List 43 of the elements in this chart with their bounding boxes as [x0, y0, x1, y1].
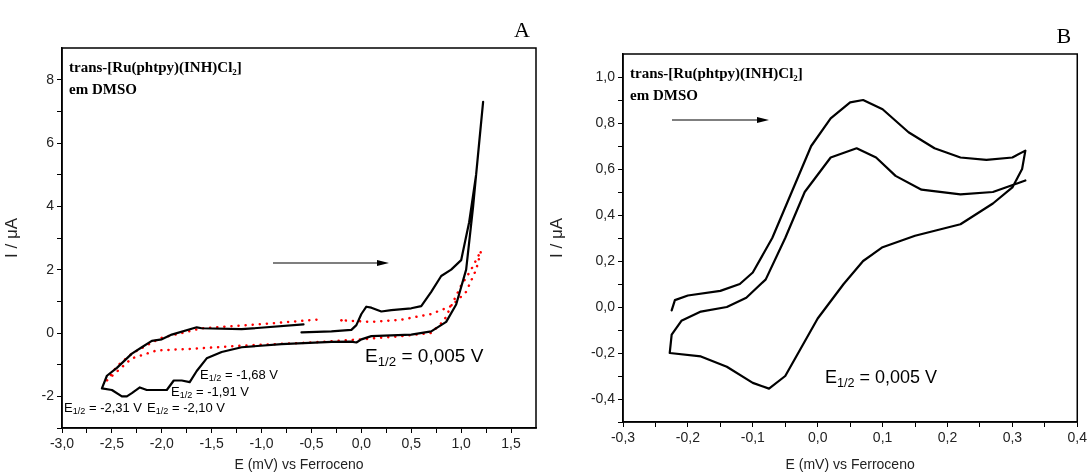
x-tick-label: -1,5 — [199, 435, 224, 452]
x-tick-label: 0,2 — [937, 429, 958, 446]
x-axis-title: E (mV) vs Ferroceno — [234, 456, 364, 473]
chart-title: B — [1056, 22, 1072, 48]
annotation: trans-[Ru(phtpy)(INH)Cl₂] — [69, 58, 242, 76]
x-tick-label: 1,5 — [501, 435, 521, 452]
chart-title: A — [514, 16, 531, 42]
x-tick-label: 0,1 — [872, 429, 893, 446]
y-tick-label: 1,0 — [595, 67, 616, 84]
annotation: em DMSO — [630, 86, 698, 103]
x-tick-label: 0,4 — [1067, 429, 1088, 446]
x-tick-label: 0,3 — [1002, 429, 1023, 446]
x-axis-title: E (mV) vs Ferroceno — [785, 456, 915, 473]
x-tick-label: 0,0 — [351, 435, 372, 452]
x-tick-label: 0,0 — [807, 429, 828, 446]
line-series — [105, 249, 483, 382]
x-tick-label: -0,3 — [610, 429, 636, 446]
annotation: em DMSO — [69, 80, 137, 97]
annotation: trans-[Ru(phtpy)(INH)Cl₂] — [630, 64, 803, 82]
y-tick-label: 0 — [46, 323, 55, 340]
y-tick-label: 0,2 — [595, 251, 616, 268]
x-tick-label: -2,0 — [149, 435, 175, 452]
y-tick-label: -2 — [41, 387, 55, 404]
y-tick-label: 4 — [46, 197, 55, 214]
y-tick-label: -0,2 — [590, 343, 616, 360]
y-tick-label: 6 — [46, 133, 55, 150]
y-tick-label: 0,8 — [595, 113, 616, 130]
y-tick-label: 0,6 — [595, 159, 616, 176]
x-tick-label: 1,0 — [451, 435, 472, 452]
x-tick-label: -3,0 — [49, 435, 75, 452]
x-tick-label: 0,5 — [401, 435, 422, 452]
x-tick-label: -1,0 — [249, 435, 274, 452]
x-tick-label: -0,1 — [740, 429, 766, 446]
x-tick-label: -0,2 — [675, 429, 701, 446]
x-tick-label: -0,5 — [299, 435, 324, 452]
y-tick-label: 8 — [46, 70, 55, 87]
y-tick-label: 0,4 — [595, 205, 616, 222]
y-axis-title: I / μA — [546, 217, 566, 259]
x-tick-label: -2,5 — [99, 435, 125, 452]
y-axis-title: I / μA — [1, 217, 21, 259]
y-tick-label: 0,0 — [595, 297, 616, 314]
y-tick-label: 2 — [46, 260, 55, 277]
y-tick-label: -0,4 — [590, 389, 616, 406]
